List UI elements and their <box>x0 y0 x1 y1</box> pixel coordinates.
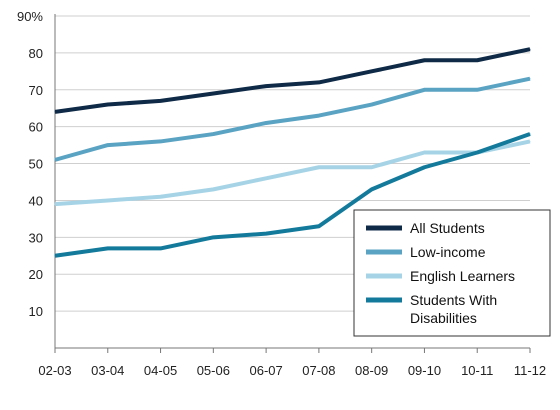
data-point <box>371 104 373 106</box>
data-point <box>423 89 425 91</box>
data-point <box>476 59 478 61</box>
data-point <box>160 247 162 249</box>
y-tick-label: 90% <box>17 9 43 24</box>
series-line-1 <box>54 76 531 162</box>
y-tick-label: 80 <box>29 46 43 61</box>
y-tick-label: 60 <box>29 120 43 135</box>
data-point <box>160 196 162 198</box>
data-point <box>212 133 214 135</box>
data-point <box>318 225 320 227</box>
data-point <box>423 59 425 61</box>
data-point <box>160 100 162 102</box>
legend-label: Low-income <box>410 244 486 260</box>
legend-label: All Students <box>410 220 485 236</box>
data-point <box>371 166 373 168</box>
legend-label: Students With <box>410 292 497 308</box>
x-tick-label: 02-03 <box>38 363 71 378</box>
x-tick-label: 08-09 <box>355 363 388 378</box>
data-point <box>371 188 373 190</box>
data-point <box>476 151 478 153</box>
series-line-2 <box>54 139 531 207</box>
x-tick-label: 10-11 <box>461 363 493 378</box>
data-point <box>212 92 214 94</box>
y-tick-label: 20 <box>29 267 43 282</box>
data-point <box>54 111 56 113</box>
series-line-3 <box>54 132 531 258</box>
data-point <box>265 177 267 179</box>
x-axis: 02-03 03-04 04-05 05-06 06-07 07-08 08-09 09-10… <box>38 347 546 378</box>
series-line-0 <box>54 47 531 114</box>
legend: All Students Low-income English Learners St… <box>353 209 551 337</box>
y-tick-label: 10 <box>29 304 43 319</box>
data-point <box>212 188 214 190</box>
x-tick-label: 04-05 <box>144 363 177 378</box>
data-point <box>529 48 531 50</box>
data-point <box>371 70 373 72</box>
data-point <box>54 159 56 161</box>
data-point <box>265 122 267 124</box>
x-tick-label: 06-07 <box>249 363 282 378</box>
data-point <box>529 133 531 135</box>
y-tick-label: 40 <box>29 193 43 208</box>
data-point <box>107 247 109 249</box>
data-point <box>107 199 109 201</box>
legend-box <box>353 209 551 337</box>
legend-label: Disabilities <box>410 310 477 326</box>
data-point <box>423 151 425 153</box>
data-point <box>160 140 162 142</box>
x-tick-label: 09-10 <box>408 363 441 378</box>
data-point <box>212 236 214 238</box>
data-point <box>318 81 320 83</box>
data-point <box>107 144 109 146</box>
y-tick-label: 30 <box>29 230 43 245</box>
data-point <box>318 166 320 168</box>
data-point <box>423 166 425 168</box>
x-tick-label: 03-04 <box>91 363 124 378</box>
data-point <box>265 233 267 235</box>
y-tick-label: 50 <box>29 157 43 172</box>
data-point <box>318 115 320 117</box>
data-point <box>265 85 267 87</box>
data-point <box>54 255 56 257</box>
data-point <box>529 78 531 80</box>
y-tick-label: 70 <box>29 83 43 98</box>
legend-label: English Learners <box>410 268 515 284</box>
data-point <box>107 104 109 106</box>
y-axis: 10 20 30 40 50 60 70 80 90% <box>17 9 56 348</box>
data-point <box>476 89 478 91</box>
x-tick-label: 11-12 <box>514 363 546 378</box>
x-tick-label: 07-08 <box>302 363 335 378</box>
data-point <box>529 140 531 142</box>
series-lines <box>54 47 531 258</box>
data-point <box>54 203 56 205</box>
x-tick-label: 05-06 <box>197 363 230 378</box>
